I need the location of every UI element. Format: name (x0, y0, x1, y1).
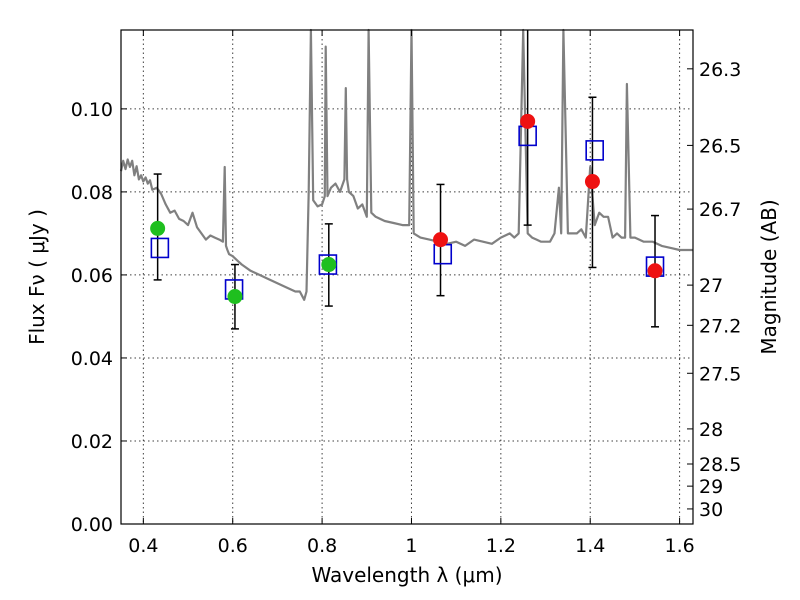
plot-frame (120, 29, 694, 525)
y-tick-label: 0.06 (71, 265, 113, 287)
y2-tick-label: 26.5 (699, 135, 741, 157)
x-tick-label: 1.6 (664, 535, 694, 557)
y2-axis-title: Magnitude (AB) (757, 199, 781, 354)
y-tick-label: 0.10 (71, 99, 113, 121)
x-tick-label: 1 (405, 535, 417, 557)
x-tick-label: 1.4 (575, 535, 605, 557)
y-tick-label: 0.08 (71, 182, 113, 204)
observed-point-green (150, 220, 166, 236)
x-tick-label: 0.4 (128, 535, 158, 557)
model-photometry-square (585, 140, 604, 161)
y2-tick-label: 27.2 (699, 315, 741, 337)
y-tick-label: 0.04 (71, 348, 113, 370)
model-photometry-square (318, 254, 338, 275)
y-tick-label: 0.02 (71, 431, 113, 453)
y-tick-label: 0.00 (71, 514, 113, 536)
x-tick-label: 0.8 (307, 535, 337, 557)
observed-point-red (520, 113, 536, 129)
observed-point-green (321, 257, 337, 273)
data-points (150, 113, 665, 305)
y2-tick-label: 26.7 (699, 199, 741, 221)
observed-point-green (227, 289, 243, 305)
model-photometry-square (150, 237, 170, 259)
x-tick-label: 1.2 (486, 535, 516, 557)
observed-point-red (647, 263, 663, 279)
model-spectrum (119, 28, 693, 301)
y2-tick-label: 28 (699, 419, 723, 441)
x-axis-title: Wavelength λ (μm) (311, 563, 502, 587)
y2-tick-label: 27.5 (699, 363, 741, 385)
y2-tick-label: 30 (699, 499, 723, 521)
y2-tick-label: 29 (699, 476, 723, 498)
observed-point-red (433, 232, 449, 248)
x-tick-label: 0.6 (218, 535, 248, 557)
axis-ticks (121, 30, 693, 525)
y2-tick-label: 26.3 (699, 59, 741, 81)
y2-tick-label: 28.5 (699, 454, 741, 476)
y-axis-title: Flux Fν ( μJy ) (25, 209, 49, 345)
observed-point-red (584, 174, 600, 190)
y2-tick-label: 27 (699, 275, 723, 297)
spectrum-line (119, 28, 693, 301)
tick-labels: 0.4 0.6 0.8 1 1.2 1.4 1.6 0.00 0.02 0.04 0.06 0.08 0… (71, 59, 742, 557)
